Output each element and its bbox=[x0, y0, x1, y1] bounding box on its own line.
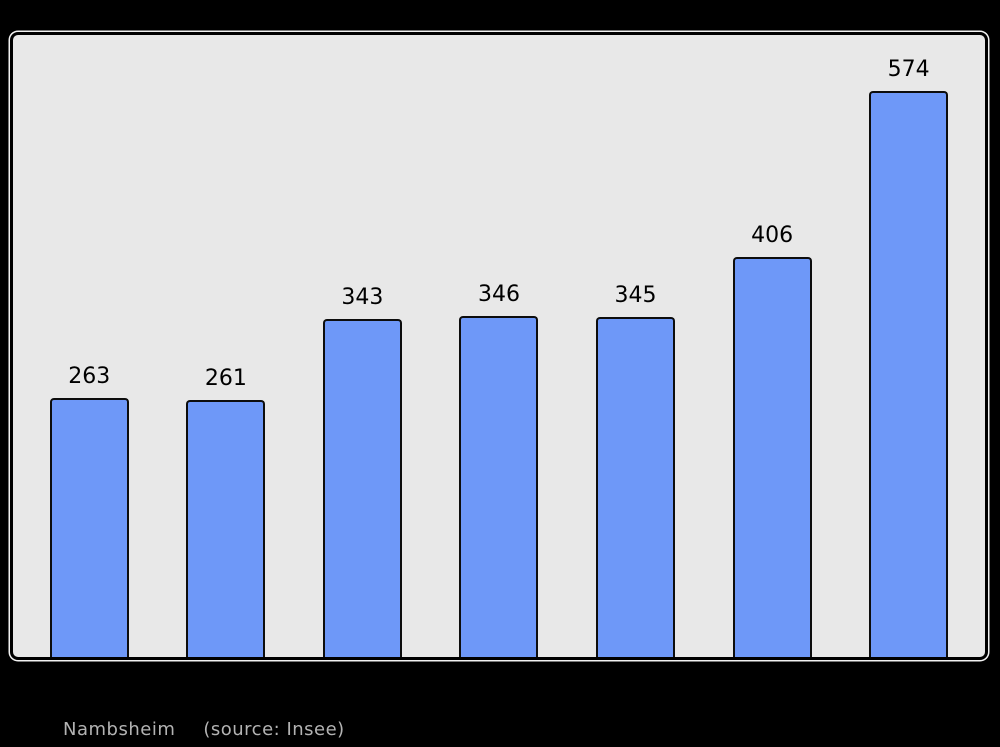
bar-group: 261 bbox=[186, 366, 266, 657]
bar-group: 346 bbox=[459, 282, 539, 657]
bar-value-label: 343 bbox=[341, 285, 384, 310]
bar bbox=[732, 257, 812, 657]
bar bbox=[596, 317, 676, 657]
bar-value-label: 406 bbox=[751, 223, 794, 248]
plot-area: 263 261 343 346 345 406 574 bbox=[13, 35, 985, 657]
bar-value-label: 263 bbox=[68, 364, 111, 389]
chart-frame: 263 261 343 346 345 406 574 bbox=[10, 32, 988, 660]
bar bbox=[322, 319, 402, 657]
bar-group: 574 bbox=[869, 57, 949, 657]
bar-value-label: 346 bbox=[477, 282, 520, 307]
bar-group: 406 bbox=[732, 223, 812, 657]
caption-source: (source: Insee) bbox=[203, 719, 345, 740]
bar-group: 345 bbox=[596, 283, 676, 657]
bar-value-label: 574 bbox=[887, 57, 930, 82]
bar bbox=[49, 398, 129, 657]
bar-value-label: 345 bbox=[614, 283, 657, 308]
bar-group: 263 bbox=[49, 364, 129, 657]
bar bbox=[459, 316, 539, 657]
chart-caption: Nambsheim (source: Insee) bbox=[63, 719, 345, 741]
bar bbox=[869, 91, 949, 657]
caption-commune-name: Nambsheim bbox=[63, 719, 176, 740]
bar-value-label: 261 bbox=[204, 366, 247, 391]
bar bbox=[186, 400, 266, 657]
bar-group: 343 bbox=[322, 285, 402, 657]
